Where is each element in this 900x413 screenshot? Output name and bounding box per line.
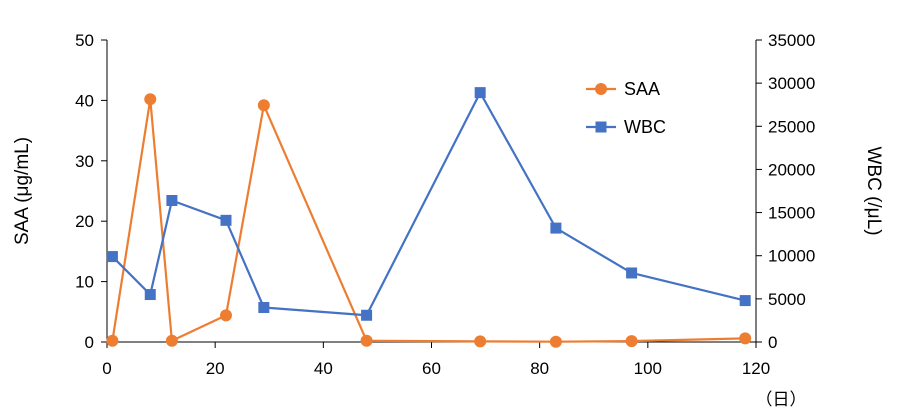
right-y-tick-label: 25000 (768, 117, 815, 136)
wbc-point (220, 214, 232, 226)
wbc-point (144, 289, 156, 301)
legend-item-wbc: WBC (586, 117, 666, 137)
left-y-tick-label: 40 (75, 91, 94, 110)
ticks: 0 10 20 30 40 50 0 5000 10000 15000 20000 25000 3000… (75, 31, 815, 378)
x-tick-label: 60 (422, 359, 441, 378)
right-y-axis-title: WBC (/μL) (863, 146, 884, 235)
left-y-tick-label: 0 (85, 333, 94, 352)
saa-point (474, 335, 487, 348)
wbc-point (474, 87, 486, 99)
saa-point (549, 335, 562, 348)
wbc-point (258, 301, 270, 313)
saa-point (625, 335, 638, 348)
left-y-tick-label: 10 (75, 273, 94, 292)
right-y-tick-label: 15000 (768, 204, 815, 223)
wbc-point (626, 267, 638, 279)
x-tick-label: 40 (314, 359, 333, 378)
saa-point (360, 334, 373, 347)
left-y-axis-title: SAA (μg/mL) (12, 137, 33, 245)
left-y-tick-label: 30 (75, 152, 94, 171)
legend-marker-saa (595, 83, 607, 95)
right-y-tick-label: 10000 (768, 247, 815, 266)
saa-line (111, 98, 746, 343)
saa-point (165, 334, 178, 347)
left-y-tick-label: 50 (75, 31, 94, 50)
saa-point (144, 93, 157, 106)
left-y-tick-label: 20 (75, 212, 94, 231)
wbc-point (739, 295, 751, 307)
saa-point (257, 99, 270, 112)
wbc-point (550, 222, 562, 234)
wbc-point (166, 194, 178, 206)
right-y-tick-label: 20000 (768, 160, 815, 179)
series-wbc (106, 87, 751, 321)
saa-point (219, 309, 232, 322)
x-tick-label: 100 (634, 359, 662, 378)
legend-marker-wbc (595, 121, 607, 133)
right-y-tick-label: 0 (768, 333, 777, 352)
right-y-tick-label: 35000 (768, 31, 815, 50)
right-y-tick-label: 5000 (768, 290, 806, 309)
x-axis-unit-label: （日） (756, 390, 807, 409)
series (106, 87, 752, 348)
saa-point (106, 334, 119, 347)
wbc-point (361, 309, 373, 321)
wbc-line (111, 91, 746, 317)
x-tick-label: 120 (742, 359, 770, 378)
legend: SAA WBC (586, 79, 666, 137)
right-y-tick-label: 30000 (768, 74, 815, 93)
series-saa (106, 93, 752, 348)
legend-label-wbc: WBC (624, 117, 666, 137)
legend-item-saa: SAA (586, 79, 660, 99)
x-tick-label: 0 (102, 359, 111, 378)
x-tick-label: 80 (530, 359, 549, 378)
legend-label-saa: SAA (624, 79, 660, 99)
wbc-point (106, 251, 118, 263)
saa-point (739, 332, 752, 345)
x-tick-label: 20 (206, 359, 225, 378)
